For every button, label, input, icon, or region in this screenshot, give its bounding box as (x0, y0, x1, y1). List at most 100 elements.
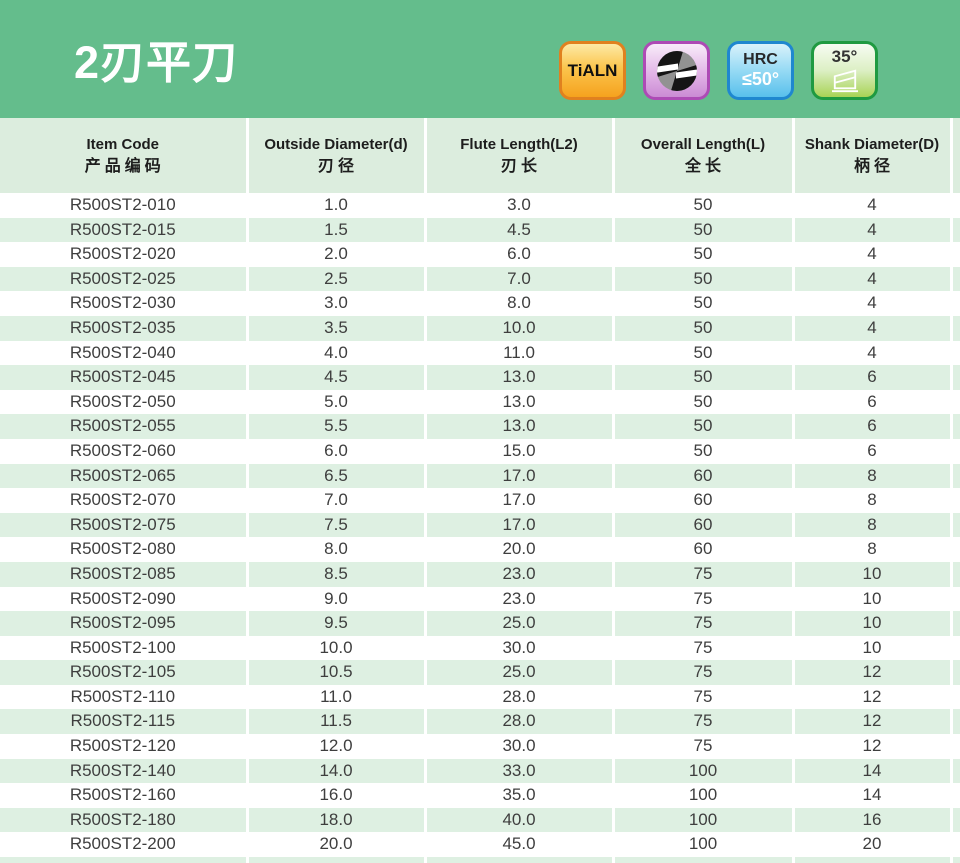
table-cell: 50 (611, 340, 793, 366)
table-cell: R500ST2-050 (0, 389, 247, 415)
table-cell: 16 (791, 807, 951, 833)
banner: 2刃平刀 TiALN HRC ≤ (0, 0, 960, 118)
table-cell: 18.0 (245, 807, 425, 833)
page-title: 2刃平刀 (74, 37, 239, 88)
table-header-row: Item Code 产品编码 Outside Diameter(d) 刃径 Fl… (0, 118, 960, 193)
table-cell: 20.0 (423, 537, 613, 562)
table-cell: 4 (791, 242, 951, 267)
table-row: R500ST2-180 18.0 40.0 100 16 (0, 807, 960, 833)
table-row: R500ST2-050 5.0 13.0 50 6 (0, 389, 960, 415)
table-cell: 13.0 (423, 389, 613, 415)
table-cell: 40.0 (423, 807, 613, 833)
table-cell: 8 (791, 463, 951, 489)
badge-row: TiALN HRC ≤50° (559, 41, 878, 100)
table-cell-stub (949, 488, 960, 513)
table-cell (423, 857, 613, 863)
table-cell: 20.0 (245, 832, 425, 858)
table-row: R500ST2-025 2.5 7.0 50 4 (0, 266, 960, 292)
table-cell: R500ST2-040 (0, 340, 247, 366)
table-row: R500ST2-010 1.0 3.0 50 4 (0, 193, 960, 218)
table-cell: 7.5 (245, 512, 425, 538)
table-cell (949, 857, 960, 863)
table-cell-stub (949, 783, 960, 808)
table-cell: 50 (611, 242, 793, 267)
table-cell-stub (949, 832, 960, 858)
table-cell: 10 (791, 561, 951, 587)
table-cell-stub (949, 438, 960, 464)
table-cell: 10 (791, 635, 951, 661)
table-cell: 4 (791, 340, 951, 366)
column-header-outside-diameter: Outside Diameter(d) 刃径 (245, 118, 425, 193)
table-cell: R500ST2-075 (0, 512, 247, 538)
table-cell: 9.0 (245, 586, 425, 612)
hardness-badge-line2: ≤50° (741, 68, 780, 89)
helix-angle-badge: 35° (811, 41, 878, 100)
table-cell: 13.0 (423, 414, 613, 439)
table-cell-stub (949, 512, 960, 538)
table-cell: R500ST2-200 (0, 832, 247, 858)
table-cell: 3.0 (423, 193, 613, 218)
table-cell: 10.5 (245, 660, 425, 685)
end-mill-icon (656, 50, 697, 91)
table-cell: 25.0 (423, 660, 613, 685)
table-cell: 50 (611, 315, 793, 341)
table-cell: 4 (791, 217, 951, 243)
table-cell: 50 (611, 438, 793, 464)
hardness-badge-line1: HRC (743, 51, 778, 69)
table-cell-stub (949, 266, 960, 292)
table-cell: 7.0 (245, 488, 425, 513)
table-row: R500ST2-035 3.5 10.0 50 4 (0, 315, 960, 341)
table-cell: 4.5 (245, 365, 425, 390)
table-body: R500ST2-010 1.0 3.0 50 4 R500ST2-015 1.5 4.5 50 4… (0, 193, 960, 863)
table-cell: 10.0 (423, 315, 613, 341)
table-cell: 50 (611, 217, 793, 243)
table-row: R500ST2-040 4.0 11.0 50 4 (0, 340, 960, 366)
table-cell-stub (949, 611, 960, 636)
table-row: R500ST2-115 11.5 28.0 75 12 (0, 709, 960, 735)
column-header-stub (949, 118, 960, 193)
table-row: R500ST2-100 10.0 30.0 75 10 (0, 635, 960, 661)
table-row: R500ST2-080 8.0 20.0 60 8 (0, 537, 960, 562)
table-cell: 30.0 (423, 734, 613, 759)
table-cell: 4 (791, 193, 951, 218)
table-cell: 12.0 (245, 734, 425, 759)
table-cell (0, 857, 247, 863)
table-cell: 3.0 (245, 291, 425, 316)
table-cell: 75 (611, 734, 793, 759)
table-row: R500ST2-090 9.0 23.0 75 10 (0, 586, 960, 612)
table-cell: 1.0 (245, 193, 425, 218)
table-cell-stub (949, 315, 960, 341)
table-cell: 8 (791, 537, 951, 562)
table-row: R500ST2-105 10.5 25.0 75 12 (0, 660, 960, 685)
table-cell: R500ST2-010 (0, 193, 247, 218)
table-cell: 8 (791, 488, 951, 513)
table-cell: R500ST2-020 (0, 242, 247, 267)
table-cell: 6 (791, 438, 951, 464)
table-cell: 9.5 (245, 611, 425, 636)
table-cell-stub (949, 734, 960, 759)
table-cell: R500ST2-090 (0, 586, 247, 612)
table-cell: 4 (791, 266, 951, 292)
table-cell: 17.0 (423, 512, 613, 538)
table-cell: R500ST2-030 (0, 291, 247, 316)
table-cell: 14.0 (245, 758, 425, 784)
table-row: R500ST2-075 7.5 17.0 60 8 (0, 512, 960, 538)
table-cell: 100 (611, 832, 793, 858)
table-cell: 15.0 (423, 438, 613, 464)
table-cell: 60 (611, 488, 793, 513)
table-cell: 10.0 (245, 635, 425, 661)
table-cell: 8.0 (423, 291, 613, 316)
table-cell-stub (949, 561, 960, 587)
table-cell: R500ST2-080 (0, 537, 247, 562)
table-cell: 14 (791, 758, 951, 784)
table-cell: 4 (791, 315, 951, 341)
end-mill-badge (643, 41, 710, 100)
table-cell: 50 (611, 193, 793, 218)
table-cell-stub (949, 217, 960, 243)
table-cell: R500ST2-110 (0, 684, 247, 710)
table-cell-stub (949, 660, 960, 685)
helix-angle-icon (831, 69, 858, 93)
table-cell: R500ST2-035 (0, 315, 247, 341)
table-cell: 75 (611, 611, 793, 636)
coating-badge-label: TiALN (567, 60, 618, 80)
